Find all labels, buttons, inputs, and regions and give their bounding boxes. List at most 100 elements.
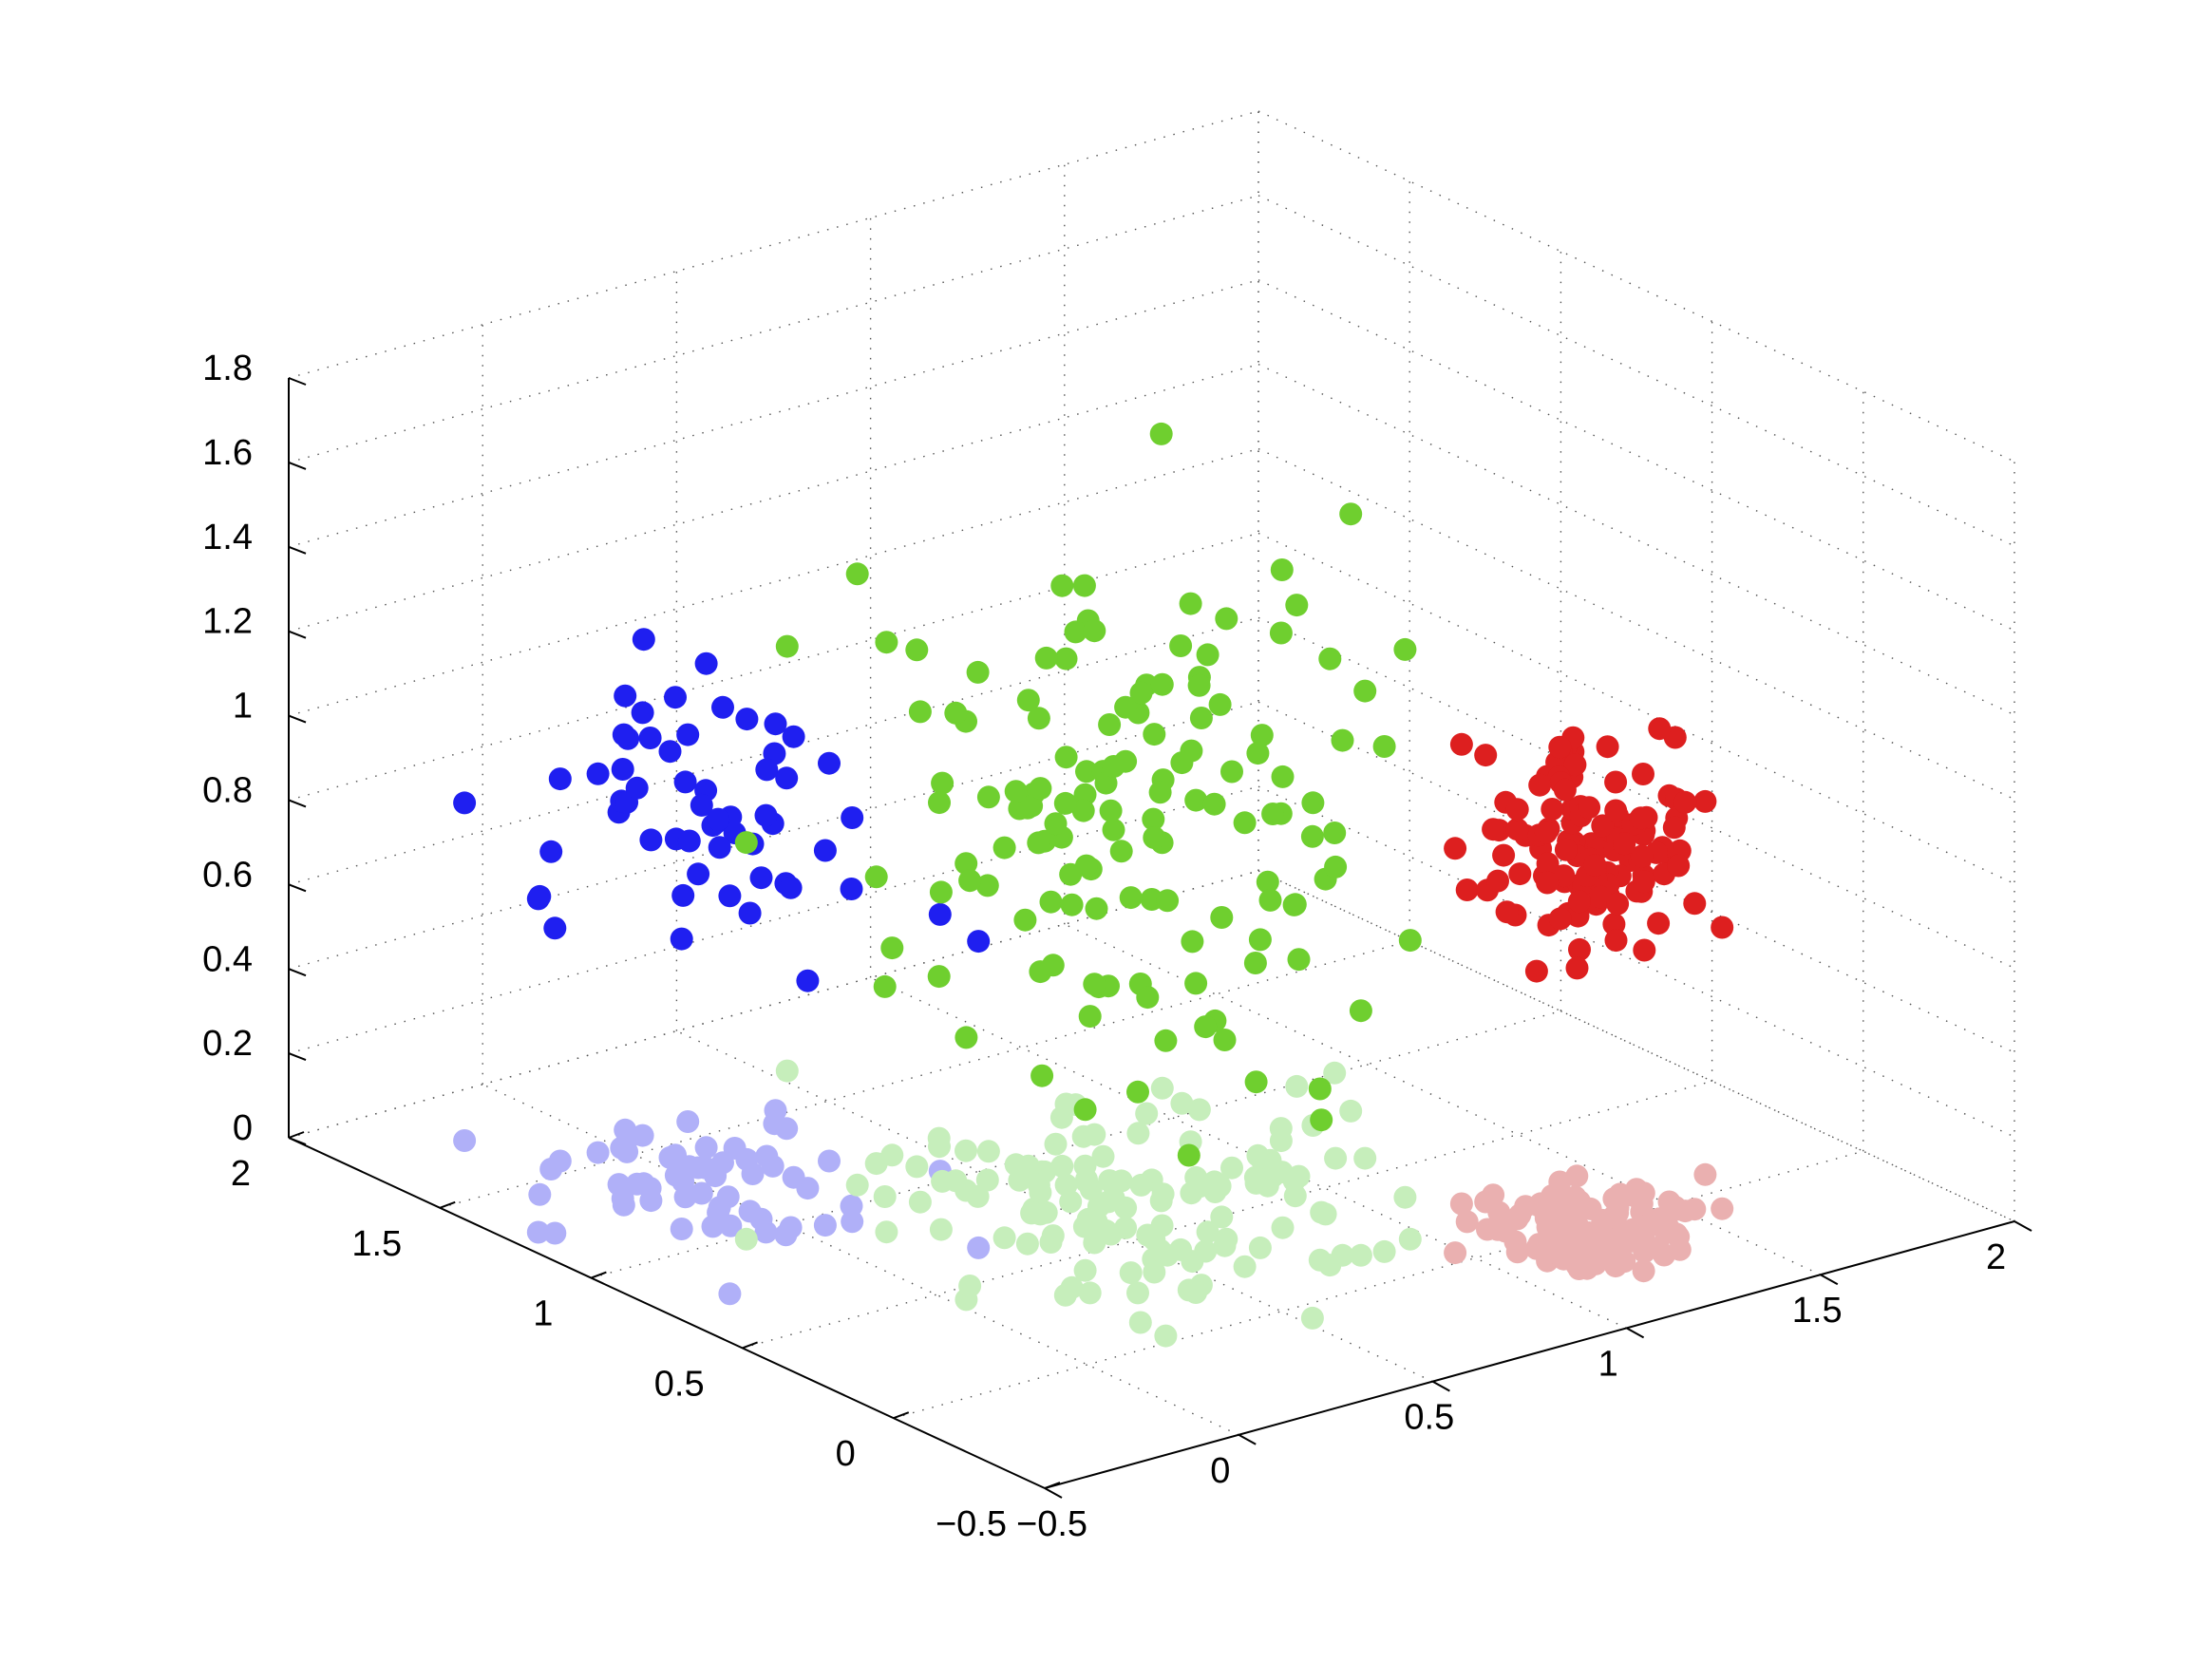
data-point: [1150, 1076, 1174, 1100]
data-point: [1213, 1234, 1237, 1257]
x-tick-label: 2: [1986, 1237, 2006, 1277]
tick-labels: −0.5 0 0.5 1 1.5 2 −0.5 0 0.5 1 1.5 2 0 0.2 0.4 0.6 0.8 1…: [202, 349, 2006, 1544]
data-point: [539, 840, 563, 863]
data-point: [905, 1155, 929, 1179]
x-tick-mark: [1626, 1327, 1645, 1339]
data-point: [1629, 1215, 1653, 1238]
data-point: [1208, 1174, 1232, 1198]
data-point: [1613, 1250, 1636, 1274]
data-point: [539, 1158, 563, 1180]
data-point: [1324, 1146, 1348, 1170]
z-tick-label: 0.8: [202, 770, 253, 810]
data-point: [1648, 717, 1672, 741]
x-tick-mark: [2013, 1220, 2032, 1232]
data-point: [1349, 999, 1372, 1023]
data-point: [813, 839, 837, 862]
data-point: [1078, 1281, 1102, 1305]
z-tick-label: 0.4: [202, 939, 253, 979]
grid-line-z-back-left: [288, 363, 1259, 633]
data-point: [1027, 1173, 1050, 1197]
y-tick-label: 0: [836, 1434, 856, 1474]
data-point: [1220, 760, 1243, 784]
data-point: [1553, 778, 1577, 802]
data-point: [928, 1135, 951, 1159]
data-point: [625, 776, 649, 800]
grid-line-floor-y: [591, 1010, 1561, 1279]
grid-line-z-back-right: [1257, 279, 2015, 632]
data-point: [1505, 798, 1529, 822]
z-tick-label: 1: [233, 687, 253, 727]
data-point: [1300, 824, 1324, 848]
data-point: [1339, 502, 1363, 526]
data-point: [1248, 928, 1272, 952]
series-1: [734, 422, 1422, 1167]
data-point: [1548, 735, 1572, 759]
data-point: [1393, 637, 1417, 661]
axes: [288, 377, 2032, 1499]
series-3: [453, 1099, 991, 1306]
data-point: [755, 1144, 779, 1168]
data-point: [1208, 692, 1232, 716]
data-point: [1004, 1153, 1028, 1177]
data-point: [1154, 1029, 1178, 1052]
data-point: [586, 1141, 610, 1164]
data-point: [864, 865, 888, 889]
data-point: [1143, 1260, 1166, 1284]
data-point: [1039, 890, 1063, 914]
z-tick-label: 0: [233, 1108, 253, 1148]
data-point: [840, 1194, 863, 1218]
data-point: [1604, 929, 1628, 953]
data-point: [1283, 1184, 1307, 1208]
data-point: [1524, 959, 1548, 983]
data-point: [614, 684, 637, 708]
data-point: [1170, 1091, 1194, 1115]
x-tick-label: 0: [1210, 1451, 1230, 1491]
data-point: [734, 831, 758, 855]
data-point: [1246, 1143, 1270, 1167]
x-tick-label: 1.5: [1792, 1291, 1843, 1331]
z-tick-mark: [288, 883, 307, 893]
data-point: [1027, 831, 1050, 855]
data-point: [1541, 1183, 1564, 1207]
data-point: [1029, 777, 1052, 801]
data-point: [1083, 1231, 1106, 1255]
data-point: [967, 1236, 991, 1259]
data-point: [1300, 1306, 1324, 1330]
data-point: [670, 1218, 693, 1240]
data-point: [1013, 908, 1037, 932]
data-point: [1630, 844, 1654, 868]
data-point: [796, 1177, 820, 1200]
data-point: [1258, 888, 1282, 912]
data-point: [931, 771, 955, 795]
x-tick-label: −0.5: [1016, 1504, 1087, 1544]
data-point: [526, 1220, 550, 1244]
data-point: [1050, 574, 1074, 597]
data-point: [927, 965, 951, 989]
data-point: [775, 1059, 799, 1083]
data-point: [1667, 854, 1691, 878]
data-point: [528, 884, 552, 908]
z-tick-mark: [288, 630, 307, 639]
z-tick-mark: [288, 799, 307, 808]
data-point: [1653, 1243, 1676, 1267]
data-point: [586, 762, 610, 785]
grid-line-z-back-left: [288, 616, 1259, 886]
data-point: [1693, 789, 1717, 813]
data-point: [779, 1216, 803, 1239]
y-axis: [288, 1137, 1046, 1489]
data-point: [1583, 1242, 1607, 1266]
data-point: [976, 1140, 1000, 1163]
data-point: [1565, 956, 1589, 980]
grid-line-z-back-right: [1257, 195, 2015, 547]
data-point: [735, 1147, 759, 1171]
data-point: [1016, 689, 1040, 712]
data-point: [908, 700, 932, 724]
z-tick-label: 0.2: [202, 1024, 253, 1064]
data-point: [1632, 870, 1655, 894]
data-point: [1029, 1202, 1052, 1226]
z-tick-label: 1.2: [202, 602, 253, 642]
data-point: [1030, 1064, 1054, 1087]
series-5: [1444, 1162, 1734, 1283]
data-point: [718, 884, 742, 908]
data-point: [1269, 1117, 1293, 1141]
